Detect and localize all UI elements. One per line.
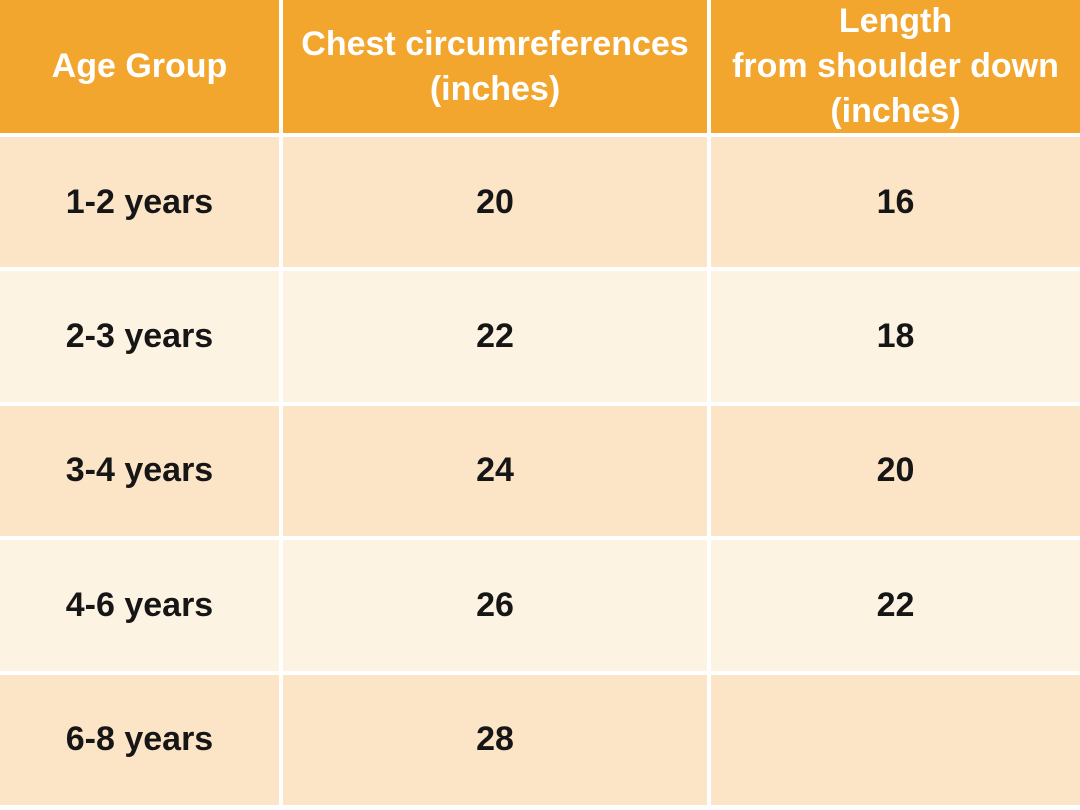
age-group-cell: 3-4 years [0, 405, 279, 537]
chest-value-cell: 24 [283, 405, 707, 537]
length-value-cell: 20 [711, 405, 1080, 537]
age-group-cell: 2-3 years [0, 271, 279, 402]
chest-value-cell: 20 [283, 137, 707, 268]
age-group-cell: 4-6 years [0, 540, 279, 671]
chest-value-cell: 28 [283, 674, 707, 805]
age-group-cell: 6-8 years [0, 674, 279, 805]
length-value-cell: 18 [711, 271, 1080, 402]
chest-value-cell: 22 [283, 271, 707, 402]
age-group-cell: 1-2 years [0, 137, 279, 268]
column-header-length: Length from shoulder down (inches) [711, 0, 1080, 133]
length-value-cell: 16 [711, 137, 1080, 268]
chest-value-cell: 26 [283, 540, 707, 671]
column-header-chest-circumference: Chest circumreferences (inches) [283, 0, 707, 133]
length-value-cell [711, 674, 1080, 805]
column-header-age-group: Age Group [0, 0, 279, 133]
length-value-cell: 22 [711, 540, 1080, 671]
